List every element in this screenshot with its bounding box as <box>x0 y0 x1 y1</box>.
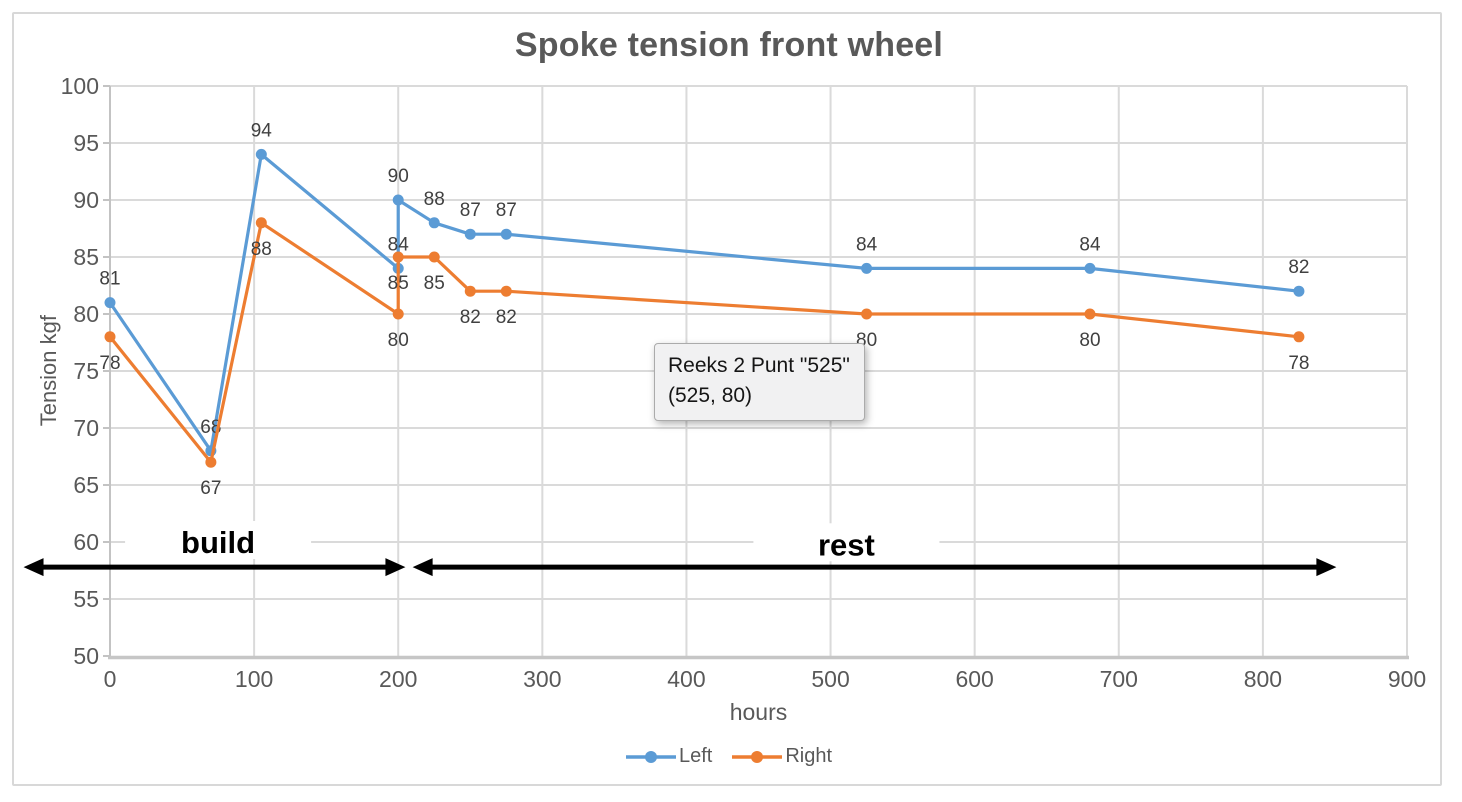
data-point-left[interactable] <box>861 262 873 274</box>
data-point-left[interactable] <box>104 297 116 309</box>
arrowhead-icon <box>23 558 44 577</box>
y-tick-label: 85 <box>73 244 99 270</box>
data-label-left: 84 <box>856 234 878 255</box>
y-tick-label: 55 <box>73 586 99 612</box>
data-point-tooltip: Reeks 2 Punt "525" (525, 80) <box>654 343 865 421</box>
data-label-right: 82 <box>496 307 517 328</box>
x-tick-label: 300 <box>523 666 561 692</box>
data-label-left: 94 <box>251 120 273 141</box>
x-axis-title: hours <box>729 699 788 725</box>
data-label-left: 90 <box>388 166 409 187</box>
data-label-right: 67 <box>200 478 221 499</box>
x-tick-label: 900 <box>1388 666 1426 692</box>
y-tick-label: 60 <box>73 529 99 555</box>
x-tick-label: 400 <box>667 666 705 692</box>
y-tick-label: 50 <box>73 643 99 669</box>
legend-marker-icon <box>732 750 783 763</box>
data-point-left[interactable] <box>1293 285 1305 297</box>
x-tick-label: 0 <box>104 666 117 692</box>
data-label-left: 84 <box>388 234 410 255</box>
x-tick-label: 700 <box>1100 666 1138 692</box>
data-point-left[interactable] <box>255 148 267 160</box>
x-tick-label: 200 <box>379 666 417 692</box>
x-tick-label: 800 <box>1244 666 1282 692</box>
y-tick-label: 95 <box>73 130 99 156</box>
data-point-right[interactable] <box>104 331 116 343</box>
chart-title: Spoke tension front wheel <box>514 26 944 64</box>
annotation-box-build <box>125 521 312 559</box>
data-point-left[interactable] <box>500 228 512 240</box>
x-tick-label: 600 <box>955 666 993 692</box>
annotation-label-build[interactable]: build <box>181 525 255 560</box>
data-point-left[interactable] <box>392 194 404 206</box>
y-axis-title-text: Tension kgf <box>36 315 61 427</box>
y-tick-label: 100 <box>61 73 99 99</box>
arrowhead-icon <box>385 558 406 577</box>
data-label-right: 85 <box>424 273 445 294</box>
y-axis-title: Tension kgf <box>28 86 70 656</box>
data-point-right[interactable] <box>1084 308 1096 320</box>
legend-marker-icon <box>625 750 676 763</box>
data-point-right[interactable] <box>428 251 440 263</box>
data-label-right: 80 <box>388 330 409 351</box>
legend-item-left[interactable]: Left <box>625 745 713 768</box>
data-label-left: 87 <box>496 200 517 221</box>
legend-label: Left <box>678 745 713 767</box>
data-label-right: 78 <box>99 353 120 374</box>
data-point-right[interactable] <box>255 217 267 229</box>
y-tick-label: 65 <box>73 472 99 498</box>
legend: Left Right <box>12 745 1446 768</box>
data-point-right[interactable] <box>500 285 512 297</box>
y-tick-label: 90 <box>73 187 99 213</box>
data-label-right: 82 <box>460 307 481 328</box>
arrowhead-icon <box>1316 558 1337 577</box>
annotation-box-rest <box>753 523 940 562</box>
x-tick-label: 100 <box>235 666 273 692</box>
y-tick-label: 75 <box>73 358 99 384</box>
tooltip-series-point-line: Reeks 2 Punt "525" <box>668 354 850 377</box>
data-point-right[interactable] <box>861 308 873 320</box>
y-tick-label: 80 <box>73 301 99 327</box>
data-label-left: 84 <box>1079 234 1101 255</box>
data-label-left: 88 <box>424 189 445 210</box>
data-point-right[interactable] <box>205 456 217 468</box>
data-label-right: 85 <box>388 273 409 294</box>
tooltip-coordinates-line: (525, 80) <box>668 384 753 407</box>
legend-item-right[interactable]: Right <box>732 745 832 768</box>
data-label-right: 78 <box>1288 353 1309 374</box>
data-point-right[interactable] <box>1293 331 1305 343</box>
data-point-left[interactable] <box>1084 262 1096 274</box>
data-label-right: 88 <box>251 239 272 260</box>
data-point-right[interactable] <box>392 251 404 263</box>
data-point-right[interactable] <box>392 308 404 320</box>
annotation-label-rest[interactable]: rest <box>818 527 875 562</box>
data-label-left: 87 <box>460 200 481 221</box>
y-tick-label: 70 <box>73 415 99 441</box>
data-point-right[interactable] <box>464 285 476 297</box>
arrowhead-icon <box>412 558 433 577</box>
x-tick-label: 500 <box>811 666 849 692</box>
data-label-left: 81 <box>99 269 120 290</box>
data-label-left: 82 <box>1288 257 1309 278</box>
data-point-left[interactable] <box>428 217 440 229</box>
data-point-left[interactable] <box>464 228 476 240</box>
data-label-right: 80 <box>1079 330 1100 351</box>
legend-label: Right <box>785 745 833 767</box>
